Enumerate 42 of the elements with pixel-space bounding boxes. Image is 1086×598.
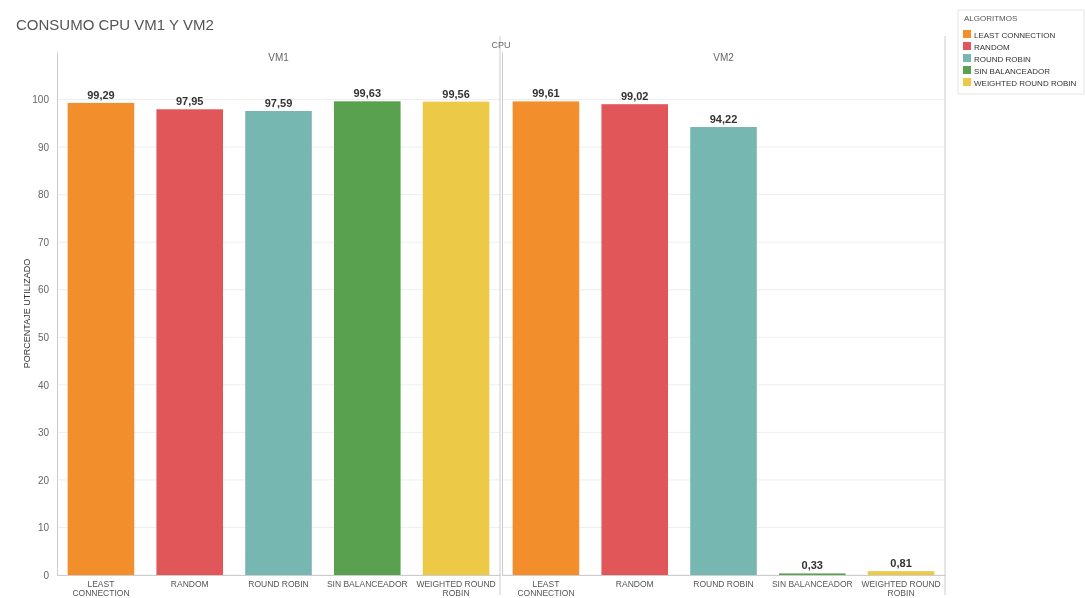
x-tick-label: ROUND ROBIN — [248, 579, 309, 590]
data-label: 99,02 — [620, 90, 649, 103]
data-label: 97,59 — [264, 97, 293, 109]
x-tick-label: RANDOM — [615, 579, 654, 590]
legend-label: SIN BALANCEADOR — [974, 66, 1051, 76]
data-label: 99,29 — [87, 88, 115, 101]
data-label: 99,63 — [353, 87, 382, 100]
legend-title: ALGORITMOS — [964, 14, 1018, 23]
y-tick-label: 30 — [37, 427, 50, 439]
y-tick-label: 50 — [37, 331, 50, 343]
chart-subtitle: VM1 — [268, 52, 290, 63]
legend-label: LEAST CONNECTION — [974, 30, 1056, 40]
x-tick-label: RANDOM — [170, 579, 209, 590]
chart-title: CONSUMO CPU VM1 Y VM2 — [16, 16, 214, 33]
data-label: 97,95 — [175, 95, 204, 108]
x-tick-label: SIN BALANCEADOR — [771, 579, 853, 590]
data-label: 0,81 — [890, 557, 912, 570]
chart-subtitle: VM2 — [713, 52, 735, 63]
x-tick-label: LEAST CONNECTION — [517, 579, 575, 598]
y-tick-label: 100 — [32, 94, 50, 106]
y-tick-label: 80 — [37, 189, 50, 201]
data-label: 94,22 — [709, 113, 738, 126]
legend-label: WEIGHTED ROUND ROBIN — [974, 78, 1077, 88]
y-tick-label: 20 — [37, 474, 50, 486]
data-label: 99,61 — [532, 87, 560, 100]
y-tick-label: 70 — [37, 236, 50, 248]
x-tick-label: WEIGHTED ROUND ROBIN — [416, 579, 496, 598]
x-tick-label: ROUND ROBIN — [693, 579, 754, 590]
y-tick-label: 10 — [37, 522, 50, 534]
x-tick-label: LEAST CONNECTION — [72, 579, 130, 598]
legend-label: RANDOM — [974, 42, 1010, 52]
y-tick-label: 0 — [43, 569, 50, 581]
y-axis-title: PORCENTAJE UTILIZADO — [22, 258, 32, 369]
y-tick-label: 60 — [37, 284, 50, 296]
text: CPU — [491, 40, 511, 50]
x-tick-label: WEIGHTED ROUND ROBIN — [861, 579, 941, 598]
y-tick-label: 90 — [37, 141, 50, 153]
data-label: 0,33 — [801, 559, 823, 572]
data-label: 99,56 — [442, 87, 470, 100]
x-tick-label: SIN BALANCEADOR — [326, 579, 408, 590]
legend-label: ROUND ROBIN — [974, 54, 1032, 64]
y-tick-label: 40 — [37, 379, 50, 391]
